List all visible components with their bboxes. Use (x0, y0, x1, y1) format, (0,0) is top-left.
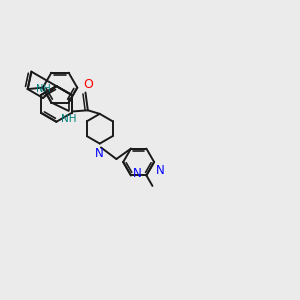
Text: N: N (95, 147, 104, 160)
Text: NH: NH (36, 84, 50, 94)
Text: N: N (133, 167, 142, 180)
Text: O: O (83, 78, 93, 91)
Text: N: N (156, 164, 165, 177)
Text: NH: NH (61, 114, 76, 124)
